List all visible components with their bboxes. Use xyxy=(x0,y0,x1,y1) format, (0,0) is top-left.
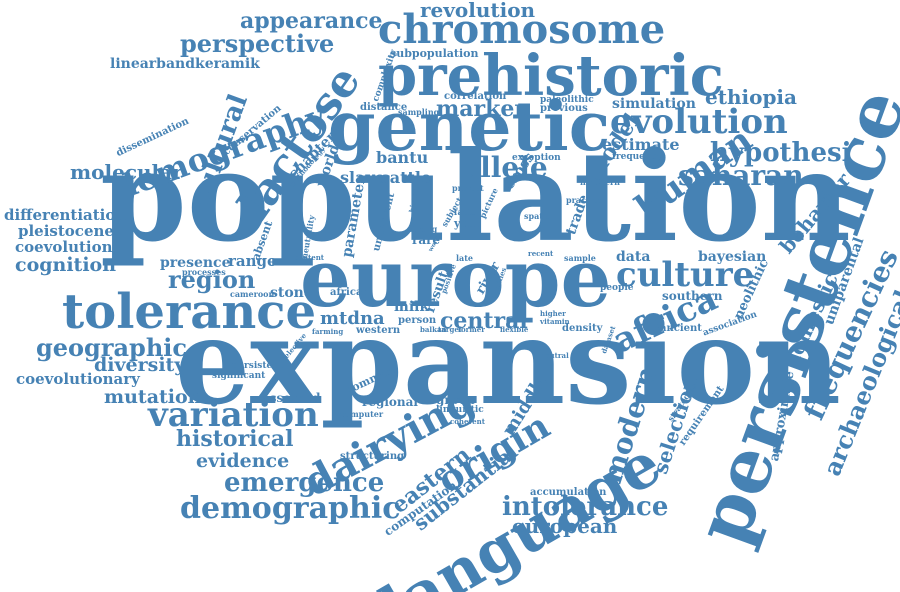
word-higher: higher xyxy=(540,309,566,318)
word-late: late xyxy=(456,253,474,263)
word-milk: milk xyxy=(394,299,430,315)
word-linearbandkeramik: linearbandkeramik xyxy=(110,56,260,72)
word-sampling: sampling xyxy=(398,107,440,117)
word-exception: exception xyxy=(512,153,561,163)
word-appearance: appearance xyxy=(240,8,383,34)
word-paleolithic: paleolithic xyxy=(540,95,594,105)
word-coevolutionary: coevolutionary xyxy=(16,370,140,388)
word-emergence: emergence xyxy=(224,468,385,498)
word-flexible: flexible xyxy=(500,325,529,334)
word-practice: practice xyxy=(566,195,603,205)
word-ancient: ancient xyxy=(660,323,702,334)
word-expansion: expansion xyxy=(175,292,841,431)
word-diversity: diversity xyxy=(94,354,186,376)
word-distance: distance xyxy=(360,102,408,113)
word-density: density xyxy=(562,323,603,334)
word-neutral: neutral xyxy=(540,351,569,360)
word-african: african xyxy=(330,287,370,298)
word-geographic: geographic xyxy=(36,333,187,362)
word-regional: regional xyxy=(362,395,418,409)
word-assessed: assessed xyxy=(262,391,321,405)
word-perspective: perspective xyxy=(180,29,335,58)
word-farming: farming xyxy=(312,327,344,336)
word-content: content xyxy=(294,253,325,262)
word-population: population xyxy=(100,125,851,270)
word-coherent: coherent xyxy=(450,417,485,426)
word-prehistoric: prehistoric xyxy=(378,43,724,109)
word-chromosome: chromosome xyxy=(378,6,666,53)
word-recent: recent xyxy=(528,249,554,258)
word-frequency: frequency xyxy=(612,152,663,162)
word-hypothesi: hypothesi xyxy=(710,138,852,168)
word-previous: previous xyxy=(540,103,588,114)
word-variation: variation xyxy=(148,395,319,435)
word-mtdna: mtdna xyxy=(320,308,385,329)
word-historical: historical xyxy=(176,426,294,452)
word-bayesian: bayesian xyxy=(698,249,767,265)
word-group: group xyxy=(436,393,476,407)
word-cameroon: cameroon xyxy=(230,289,275,299)
word-marker: marker xyxy=(436,96,526,122)
word-slave: slave xyxy=(340,168,385,187)
word-stone: stone xyxy=(270,285,313,301)
word-significant: significant xyxy=(212,371,266,381)
word-strong: strong xyxy=(408,224,438,234)
word-revolution: revolution xyxy=(420,0,536,22)
word-correlation: correlation xyxy=(444,91,507,102)
word-molecular: molecular xyxy=(70,160,183,184)
word-computer: computer xyxy=(340,409,384,419)
word-balkan: balkan xyxy=(420,325,447,334)
word-genetic: genetic xyxy=(328,87,611,167)
word-linguistic: linguistic xyxy=(436,405,484,415)
word-intolerance: intolerance xyxy=(502,492,669,522)
word-presence: presence xyxy=(160,255,231,271)
word-former: former xyxy=(458,325,485,334)
word-persistent: persistent xyxy=(232,361,283,371)
word-coevolution: coevolution xyxy=(15,238,113,256)
word-people: people xyxy=(600,283,634,293)
word-range: range xyxy=(228,252,277,270)
word-europe: europe xyxy=(300,231,612,325)
word-structuring: structuring xyxy=(340,451,405,462)
word-subpopulation: subpopulation xyxy=(390,47,479,60)
word-central: central xyxy=(440,308,528,334)
word-european: european xyxy=(512,514,618,538)
word-ethiopia: ethiopia xyxy=(705,85,797,109)
word-evidence: evidence xyxy=(196,450,290,472)
word-southern: southern xyxy=(662,289,723,303)
word-sample: sample xyxy=(564,253,596,263)
word-spatial: spatial xyxy=(524,211,555,221)
word-allele: allele xyxy=(462,151,548,184)
word-project: project xyxy=(452,183,484,193)
word-data: data xyxy=(616,249,651,265)
word-mutation: mutation xyxy=(104,386,202,408)
word-cattle: cattle xyxy=(380,168,432,187)
word-target: target xyxy=(438,325,463,334)
word-culture: culture xyxy=(616,255,755,295)
word-tolerance: tolerance xyxy=(62,284,317,340)
word-simulation: simulation xyxy=(612,96,696,112)
word-pleistocene: pleistocene xyxy=(18,222,114,240)
word-demographic: demographic xyxy=(180,491,401,526)
word-cognition: cognition xyxy=(15,254,117,276)
word-person: person xyxy=(398,315,437,326)
word-accumulation: accumulation xyxy=(530,487,607,498)
word-saharan: saharan xyxy=(678,159,804,192)
word-vitamin: vitamin xyxy=(540,317,570,326)
word-rare: rare xyxy=(412,233,441,247)
word-western: western xyxy=(356,325,401,336)
word-processes: processes xyxy=(182,267,226,277)
word-factor: factor xyxy=(454,207,481,217)
word-region: region xyxy=(168,265,256,294)
word-northern: northern xyxy=(580,177,620,187)
word-differentiation: differentiation xyxy=(4,206,127,224)
word-evolution: evolution xyxy=(610,102,788,142)
word-bantu: bantu xyxy=(376,148,429,167)
word-year: year xyxy=(454,217,481,230)
word-estimate: estimate xyxy=(602,135,680,154)
